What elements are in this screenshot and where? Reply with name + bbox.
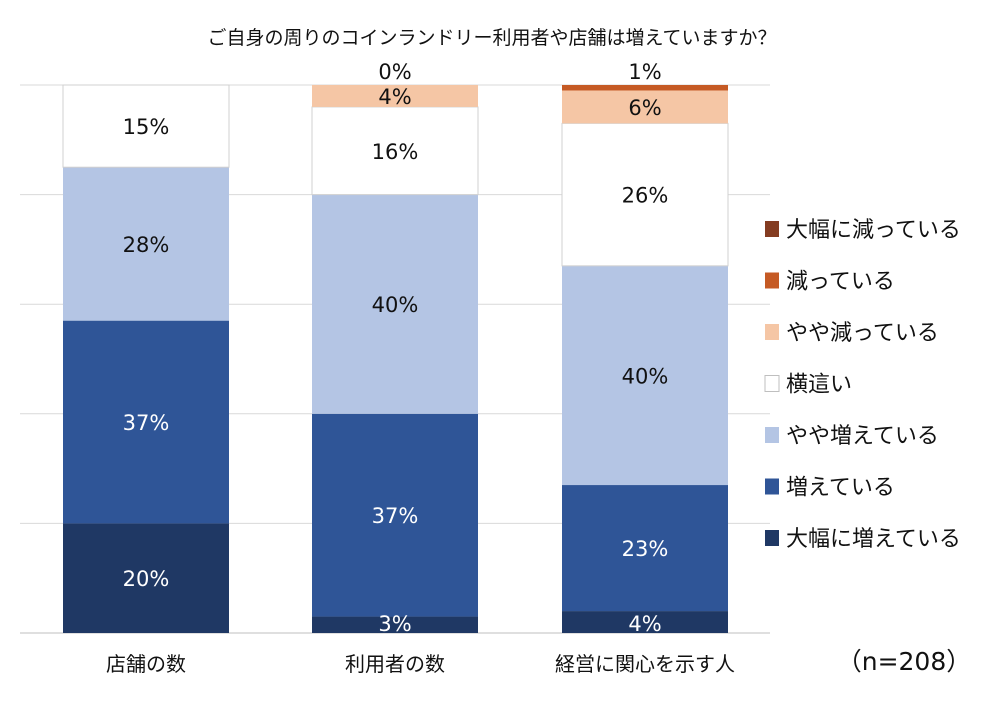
legend-label: 増えている [786, 476, 895, 501]
bar-segment [312, 194, 478, 414]
legend-swatch [765, 530, 779, 546]
bar-segment [312, 413, 478, 617]
legend-label: 減っている [786, 270, 895, 295]
bar-segment [561, 122, 729, 267]
legend-swatch [765, 478, 779, 495]
bar-segment [63, 167, 229, 321]
bar-segment [62, 84, 230, 168]
legend-label: 横這い [786, 373, 852, 398]
bar-segment [311, 106, 479, 196]
data-label: 15% [123, 115, 170, 139]
bars [62, 84, 729, 633]
bar-segment [312, 85, 478, 107]
data-label: 1% [628, 60, 661, 84]
data-label: 3% [378, 612, 411, 636]
legend-label: 大幅に減っている [786, 218, 961, 243]
legend-label: やや減っている [786, 321, 939, 346]
data-label: 37% [372, 504, 419, 528]
legend-swatch [765, 427, 779, 443]
data-label: 6% [628, 96, 661, 120]
bar-segment [63, 320, 229, 524]
legend-label: 大幅に増えている [786, 527, 961, 552]
legend-swatch [765, 324, 779, 340]
data-label: 40% [372, 293, 419, 317]
data-label: 28% [123, 233, 170, 257]
data-label: 16% [372, 140, 419, 164]
sample-size-note: （n=208） [837, 647, 972, 676]
data-labels: 20%37%28%15%3%37%40%16%4%0%4%23%40%26%6%… [123, 60, 669, 636]
data-label: 20% [123, 567, 170, 591]
bar-segment [562, 265, 728, 486]
chart-title: ご自身の周りのコインランドリー利用者や店舗は増えていますか？ [207, 27, 776, 49]
data-label: 4% [628, 612, 661, 636]
category-label: 経営に関心を示す人 [555, 652, 735, 676]
legend-swatch [764, 375, 780, 392]
legend: 大幅に減っている減っているやや減っている横這いやや増えている増えている大幅に増え… [764, 218, 961, 552]
data-label: 26% [622, 184, 669, 208]
bar-segment [562, 90, 728, 124]
bar-segment [562, 611, 728, 633]
bar-segment [562, 485, 728, 612]
bar-segment [63, 523, 229, 633]
data-label: 4% [378, 85, 411, 109]
data-label: 40% [622, 364, 669, 388]
data-label: 0% [378, 60, 411, 84]
legend-swatch [765, 272, 779, 289]
category-labels: 店舗の数 利用者の数 経営に関心を示す人 [106, 652, 735, 676]
bar-segment [312, 616, 478, 633]
data-label: 23% [622, 537, 669, 561]
bar-segment [562, 85, 728, 91]
legend-swatch [765, 221, 779, 237]
legend-label: やや増えている [786, 424, 939, 449]
category-label: 店舗の数 [106, 652, 186, 676]
data-label: 37% [123, 411, 170, 435]
category-label: 利用者の数 [345, 652, 445, 676]
